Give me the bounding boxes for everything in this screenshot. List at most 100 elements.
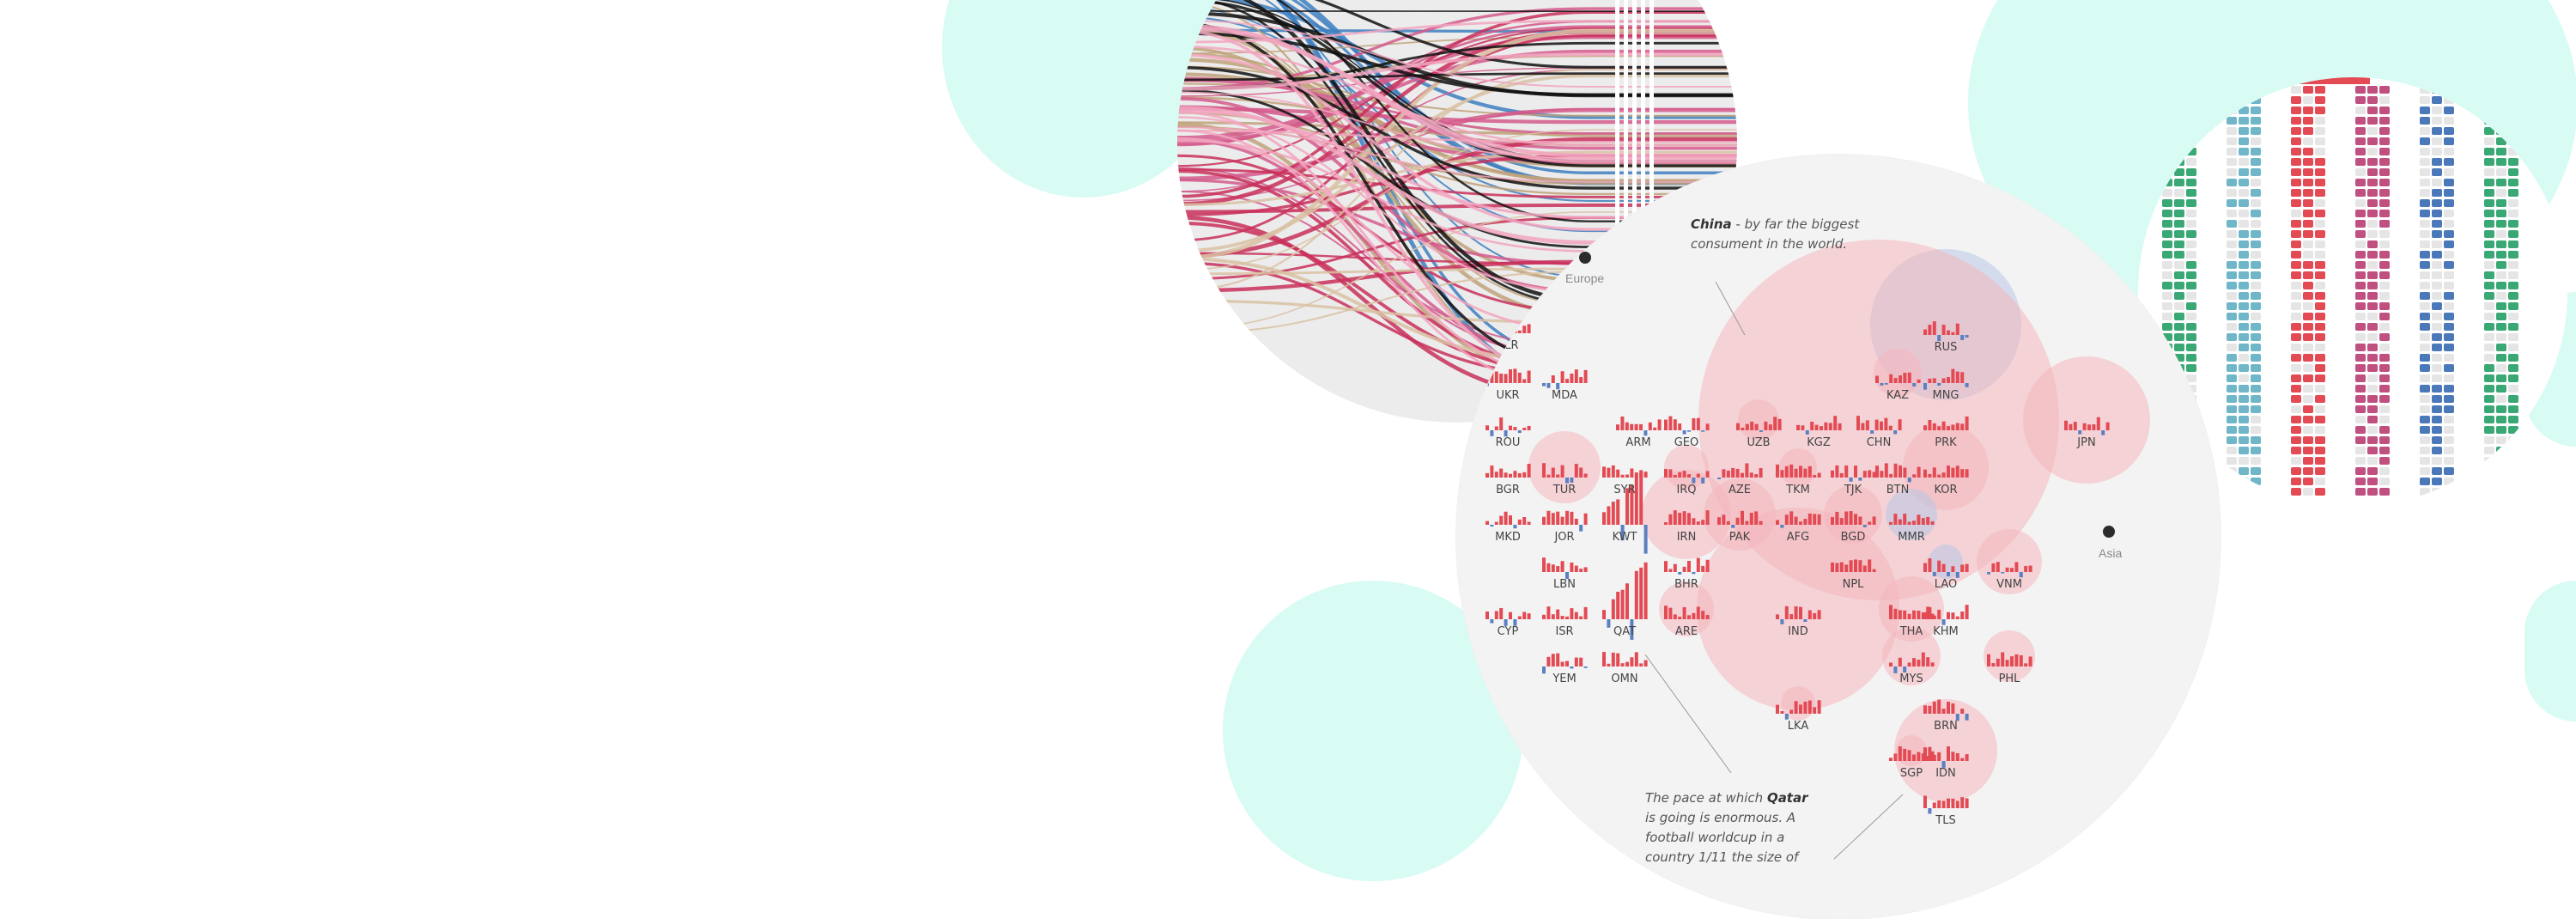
- grid-icon-cell: [2444, 179, 2454, 186]
- grid-icon-cell: [2227, 478, 2237, 485]
- country-label-rou: ROU: [1496, 436, 1521, 449]
- grid-icon-cell: [2291, 313, 2301, 320]
- grid-icon-cell: [2227, 344, 2237, 351]
- grid-icon-cell: [2291, 395, 2301, 403]
- grid-icon-cell: [2227, 447, 2237, 454]
- grid-icon-cell: [2432, 354, 2442, 362]
- grid-icon-cell: [2508, 478, 2518, 485]
- grid-icon-cell: [2432, 488, 2442, 496]
- grid-icon-cell: [2432, 199, 2442, 207]
- grid-icon-cell: [2251, 148, 2261, 155]
- grid-icon-cell: [2444, 302, 2454, 310]
- europe-marker-dot: [1579, 252, 1591, 264]
- grid-icon-cell: [2355, 416, 2366, 423]
- grid-icon-cell: [2444, 467, 2454, 475]
- grid-icon-cell: [2508, 447, 2518, 454]
- grid-icon-cell: [2420, 488, 2430, 496]
- grid-icon-cell: [2303, 364, 2313, 372]
- grid-icon-cell: [2379, 117, 2390, 125]
- qatar-annotation-bold: Qatar: [1767, 790, 1808, 806]
- grid-icon-cell: [2239, 179, 2249, 186]
- grid-icon-cell: [2315, 137, 2325, 145]
- grid-icon-cell: [2444, 395, 2454, 403]
- grid-icon-cell: [2251, 230, 2261, 238]
- grid-icon-cell: [2379, 385, 2390, 393]
- grid-icon-cell: [2367, 395, 2378, 403]
- grid-icon-cell: [2367, 282, 2378, 289]
- country-label-npl: NPL: [1843, 578, 1864, 591]
- grid-icon-cell: [2315, 344, 2325, 351]
- grid-icon-cell: [2379, 158, 2390, 166]
- grid-icon-cell: [2496, 374, 2506, 382]
- grid-icon-cell: [2227, 467, 2237, 475]
- grid-icon-cell: [2508, 488, 2518, 496]
- grid-icon-cell: [2484, 364, 2494, 372]
- grid-icon-cell: [2379, 292, 2390, 300]
- grid-icon-cell: [2496, 240, 2506, 248]
- grid-icon-cell: [2379, 127, 2390, 135]
- grid-icon-cell: [2227, 488, 2237, 496]
- grid-icon-cell: [2496, 282, 2506, 289]
- grid-icon-cell: [2432, 148, 2442, 155]
- grid-icon-cell: [2303, 426, 2313, 434]
- grid-icon-cell: [2367, 344, 2378, 351]
- grid-icon-cell: [2432, 323, 2442, 331]
- grid-icon-cell: [2420, 230, 2430, 238]
- grid-icon-cell: [2291, 189, 2301, 197]
- grid-icon-cell: [2303, 385, 2313, 393]
- grid-icon-cell: [2379, 405, 2390, 413]
- grid-icon-cell: [2303, 344, 2313, 351]
- grid-icon-cell: [2444, 261, 2454, 269]
- grid-icon-cell: [2496, 251, 2506, 259]
- grid-icon-cell: [2315, 107, 2325, 114]
- grid-icon-cell: [2315, 117, 2325, 125]
- grid-icon-cell: [2355, 86, 2366, 94]
- grid-icon-cell: [2367, 405, 2378, 413]
- grid-icon-cell: [2251, 127, 2261, 135]
- grid-icon-cell: [2315, 230, 2325, 238]
- grid-icon-cell: [2444, 168, 2454, 176]
- grid-icon-cell: [2484, 302, 2494, 310]
- country-label-kor: KOR: [1934, 484, 1957, 496]
- grid-icon-cell: [2315, 148, 2325, 155]
- grid-icon-cell: [2496, 488, 2506, 496]
- grid-icon-cell: [2239, 436, 2249, 444]
- grid-icon-cell: [2432, 179, 2442, 186]
- grid-icon-cell: [2355, 302, 2366, 310]
- grid-icon-cell: [2420, 467, 2430, 475]
- grid-icon-cell: [2379, 426, 2390, 434]
- grid-icon-cell: [2484, 199, 2494, 207]
- grid-icon-cell: [2355, 148, 2366, 155]
- grid-icon-cell: [2496, 189, 2506, 197]
- grid-icon-cell: [2444, 405, 2454, 413]
- grid-icon-cell: [2508, 364, 2518, 372]
- grid-icon-cell: [2315, 96, 2325, 104]
- grid-icon-cell: [2496, 457, 2506, 465]
- grid-icon-cell: [2291, 168, 2301, 176]
- grid-icon-cell: [2227, 220, 2237, 228]
- country-label-geo: GEO: [1674, 436, 1699, 449]
- grid-icon-cell: [2379, 354, 2390, 362]
- grid-icon-cell: [2355, 220, 2366, 228]
- grid-icon-cell: [2367, 364, 2378, 372]
- grid-icon-cell: [2444, 436, 2454, 444]
- grid-icon-cell: [2484, 313, 2494, 320]
- grid-icon-cell: [2484, 467, 2494, 475]
- grid-icon-cell: [2367, 261, 2378, 269]
- grid-icon-cell: [2291, 374, 2301, 382]
- grid-icon-cell: [2303, 117, 2313, 125]
- grid-icon-cell: [2444, 323, 2454, 331]
- grid-icon-cell: [2303, 148, 2313, 155]
- grid-icon-cell: [2444, 230, 2454, 238]
- grid-icon-cell: [2420, 127, 2430, 135]
- grid-icon-cell: [2303, 96, 2313, 104]
- grid-icon-cell: [2444, 210, 2454, 217]
- grid-icon-cell: [2496, 467, 2506, 475]
- grid-icon-cell: [2355, 127, 2366, 135]
- grid-icon-cell: [2355, 96, 2366, 104]
- grid-icon-cell: [2291, 179, 2301, 186]
- grid-icon-cell: [2484, 426, 2494, 434]
- grid-icon-cell: [2432, 107, 2442, 114]
- grid-icon-cell: [2251, 282, 2261, 289]
- grid-icon-cell: [2291, 107, 2301, 114]
